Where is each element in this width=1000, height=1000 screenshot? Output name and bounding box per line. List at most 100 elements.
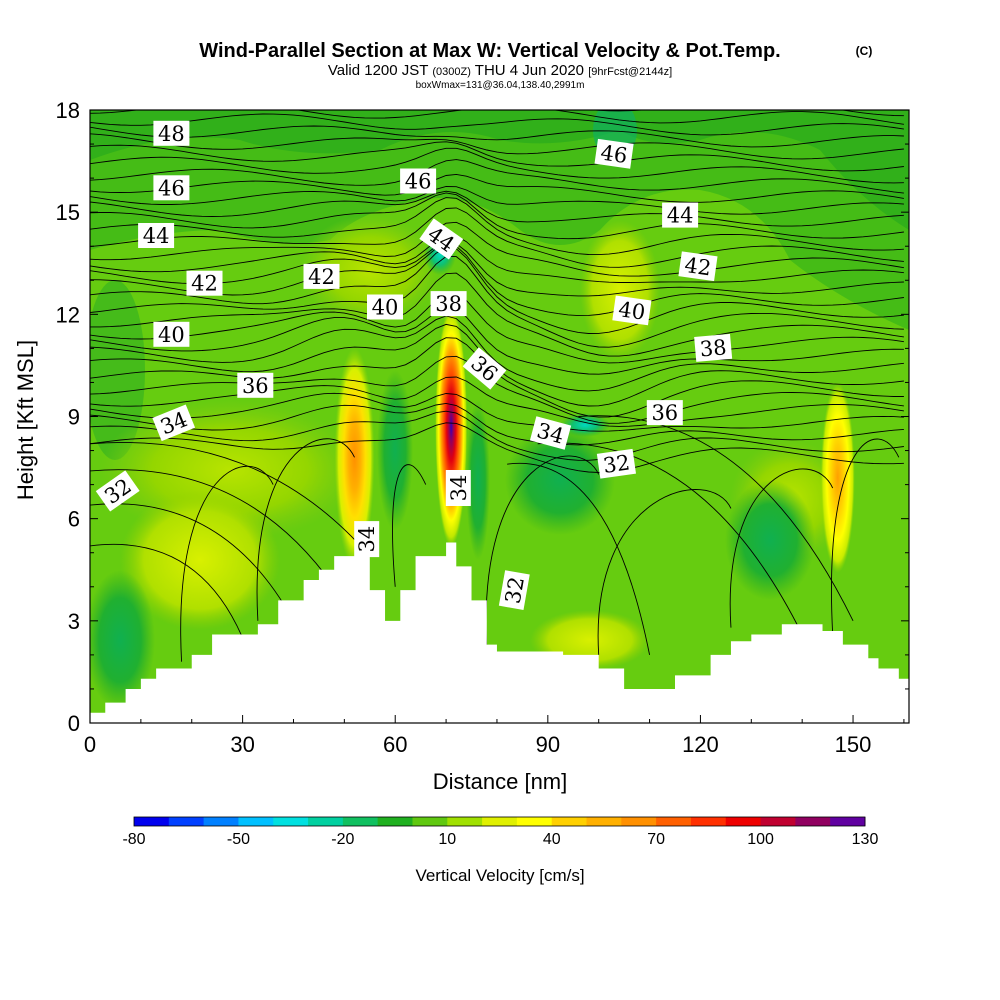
colorbar-cell xyxy=(168,817,205,826)
x-tick-label: 120 xyxy=(682,732,719,757)
y-tick-label: 15 xyxy=(56,200,80,225)
theta-contour xyxy=(90,235,904,283)
chart-subtitle-2: boxWmax=131@36.04,138.40,2991m xyxy=(416,80,585,91)
colorbar-tick-label: 40 xyxy=(543,831,561,848)
copyright-mark: (C) xyxy=(856,44,873,58)
contour-label-text: 38 xyxy=(435,292,462,316)
theta-contour xyxy=(90,159,904,194)
theta-contour-loop xyxy=(180,465,274,662)
upper-green-field xyxy=(90,110,909,330)
colorbar-cell xyxy=(377,817,413,826)
contour-label-bg xyxy=(95,470,140,512)
updraft-core-3 xyxy=(820,382,855,573)
theta-contour xyxy=(90,272,904,357)
contour-label-bg xyxy=(153,321,190,347)
theta-contour xyxy=(90,246,904,334)
contour-label: 44 xyxy=(138,223,175,248)
theta-contour xyxy=(90,402,904,446)
contour-label-text: 48 xyxy=(158,122,185,146)
y-tick-label: 18 xyxy=(56,98,80,123)
theta-contour-low xyxy=(90,543,244,639)
contour-label-bg xyxy=(138,223,175,248)
colorbar-cell xyxy=(725,817,762,826)
contour-label: 36 xyxy=(646,400,683,426)
contour-label-bg xyxy=(400,168,437,194)
contour-label: 46 xyxy=(594,138,634,169)
contour-label-bg xyxy=(186,270,223,296)
colorbar-cell xyxy=(830,817,866,826)
contour-label-text: 34 xyxy=(447,475,471,502)
contour-label: 46 xyxy=(153,175,190,201)
contour-label-bg xyxy=(367,294,403,320)
contour-label-text: 46 xyxy=(158,176,185,200)
contour-label-bg xyxy=(153,120,190,146)
downdraft-1 xyxy=(725,480,815,600)
contour-label: 44 xyxy=(662,202,699,228)
subtitle-utc: (0300Z) xyxy=(432,66,471,78)
theta-contour-loop xyxy=(485,455,600,649)
contour-label-text: 42 xyxy=(308,265,335,289)
plot-area: 4846444240363432424046443836343434323236… xyxy=(90,110,909,723)
theta-contour xyxy=(90,192,904,240)
colorbar-cell xyxy=(273,817,309,826)
theta-contour xyxy=(90,306,904,375)
contour-label: 32 xyxy=(498,570,530,611)
y-tick-label: 9 xyxy=(68,405,80,430)
theta-contour-low xyxy=(537,442,803,635)
colorbar-tick-label: -20 xyxy=(331,831,354,848)
contour-label: 36 xyxy=(237,372,274,398)
contour-label: 34 xyxy=(354,521,380,558)
colorbar: -80 -50 -20 10 40 70 100 130 Vertical Velocity … xyxy=(122,816,878,885)
theta-contour xyxy=(90,315,904,392)
x-tick-label: 90 xyxy=(536,732,560,757)
theta-contour xyxy=(90,292,904,364)
contour-label: 38 xyxy=(694,333,733,362)
contour-label: 42 xyxy=(678,251,718,282)
contour-label-bg xyxy=(596,448,636,479)
colorbar-cell xyxy=(760,817,796,826)
contour-label-text: 44 xyxy=(143,224,170,248)
contour-label-bg xyxy=(445,470,471,506)
colorbar-frame xyxy=(133,816,866,827)
contour-label-bg xyxy=(529,416,572,450)
colorbar-cell xyxy=(551,817,588,826)
contour-label-text: 32 xyxy=(602,450,632,477)
contour-label-text: 34 xyxy=(355,526,379,553)
theta-contour xyxy=(90,221,904,277)
contour-label-text: 40 xyxy=(617,297,647,324)
top-darker-field xyxy=(90,110,909,230)
contour-label-bg xyxy=(594,138,634,169)
y-tick-label: 12 xyxy=(56,302,80,327)
contour-label-bg xyxy=(662,202,699,228)
colorbar-cell xyxy=(621,817,657,826)
theta-contour-labels: 4846444240363432424046443836343434323236… xyxy=(95,120,733,611)
theta-contour-low xyxy=(90,503,294,622)
y-axis-label: Height [Kft MSL] xyxy=(13,340,38,500)
colorbar-cells xyxy=(134,817,866,826)
contour-label-bg xyxy=(430,291,467,317)
lime-region-4 xyxy=(120,490,280,630)
contour-label: 42 xyxy=(303,263,340,289)
chart-title: Wind-Parallel Section at Max W: Vertical… xyxy=(199,40,780,62)
theta-contour xyxy=(90,147,904,184)
contour-label-text: 46 xyxy=(599,141,629,168)
y-tick-label: 6 xyxy=(68,507,80,532)
downdraft-5 xyxy=(466,400,490,560)
colorbar-tick-label: 100 xyxy=(747,831,774,848)
theta-contour xyxy=(90,256,904,348)
contour-label: 34 xyxy=(529,416,572,450)
theta-contour-loop xyxy=(256,438,355,621)
contour-label-bg xyxy=(354,521,380,558)
colorbar-cell xyxy=(690,817,727,826)
theta-contour xyxy=(90,173,904,203)
theta-contour xyxy=(90,392,904,432)
colorbar-cell xyxy=(203,817,239,826)
theta-contour xyxy=(90,141,904,172)
contour-label-text: 46 xyxy=(405,170,432,194)
updraft-core-1 xyxy=(334,347,375,568)
theta-contour-loop xyxy=(831,438,900,635)
theta-contour xyxy=(90,422,904,473)
theta-contour-loop xyxy=(729,468,834,628)
x-tick-label: 60 xyxy=(383,732,407,757)
